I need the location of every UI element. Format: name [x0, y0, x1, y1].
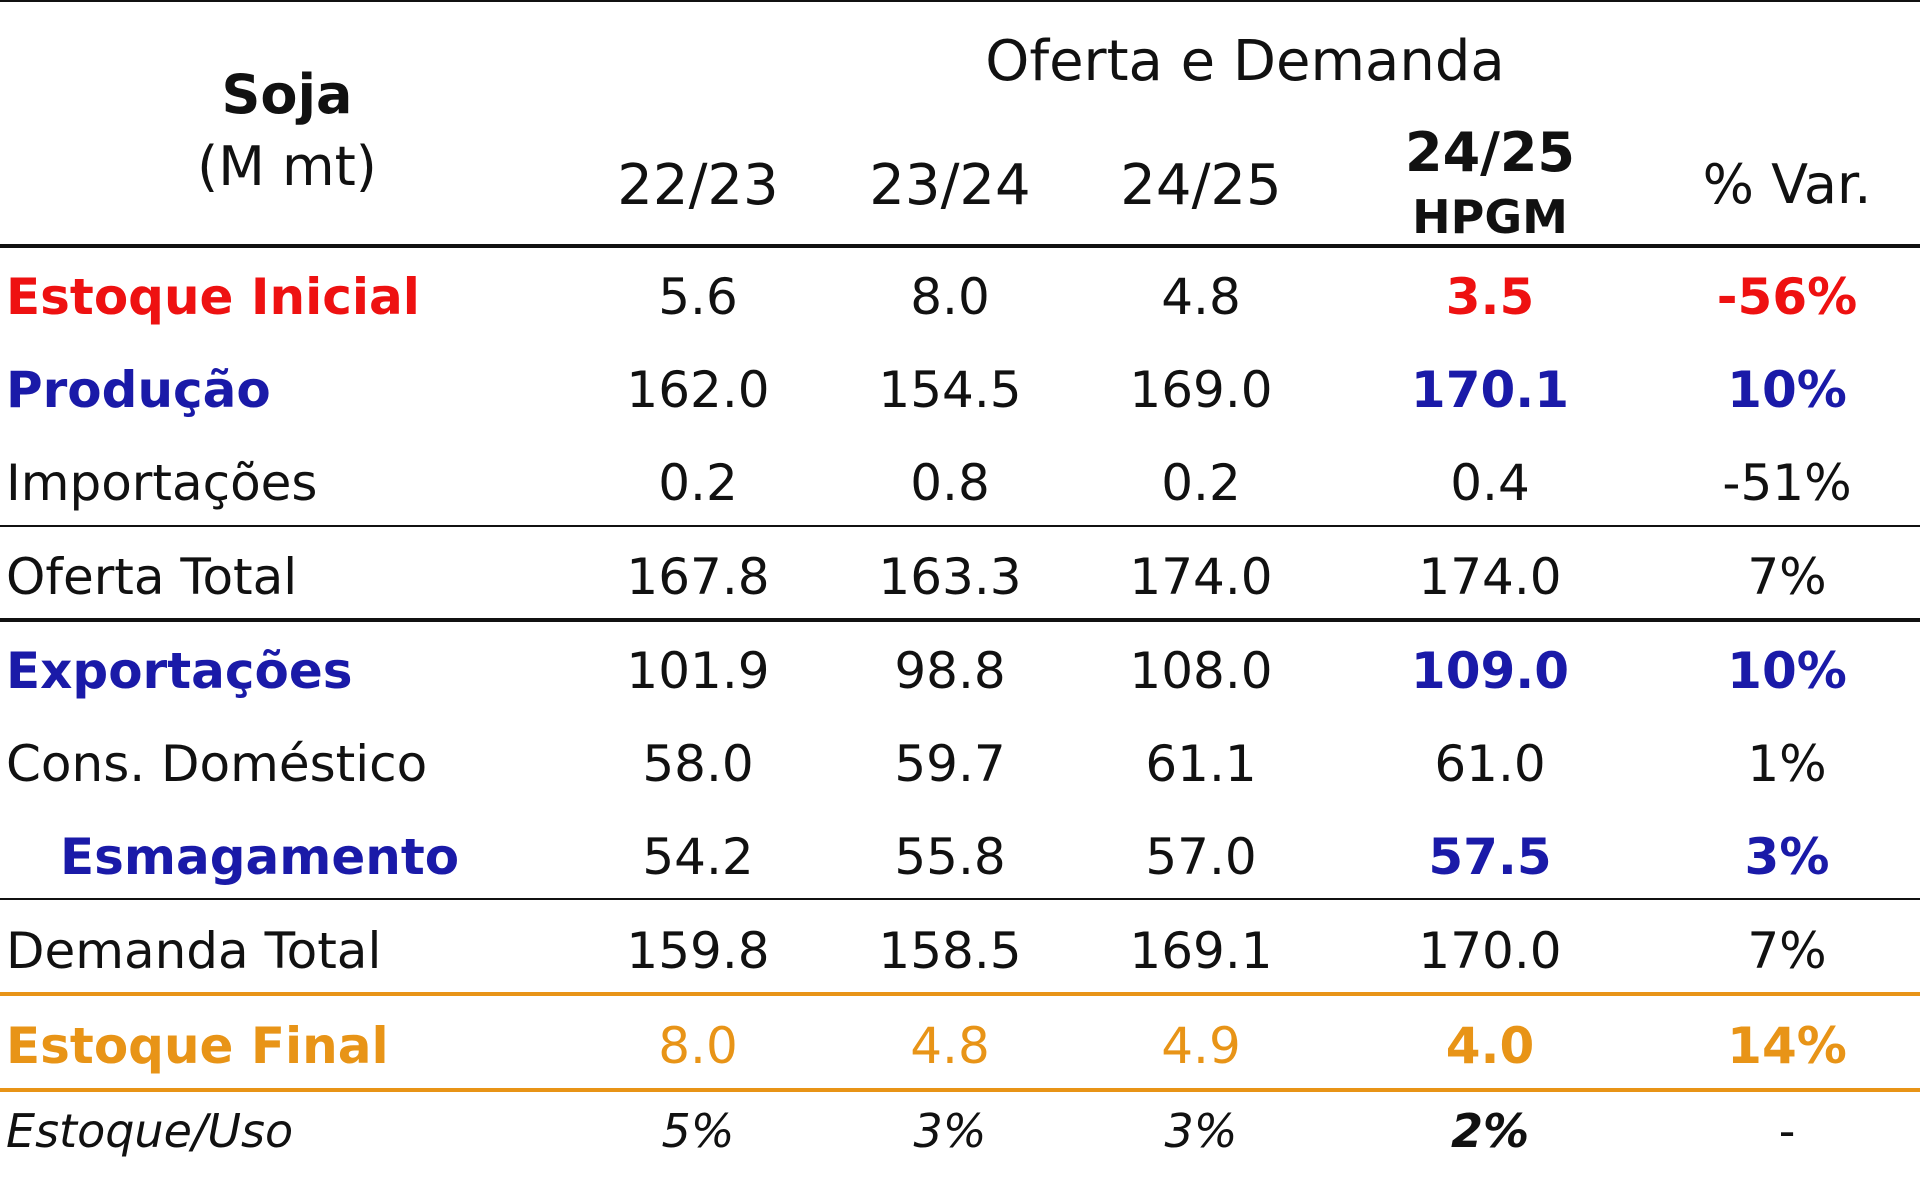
estoque-final-hpgm: 4.0 [1445, 1017, 1535, 1075]
estoque-inicial-22-23: 5.6 [658, 268, 738, 326]
estoque-uso-22-23: 5% [661, 1104, 735, 1158]
cons-domestico-hpgm: 61.0 [1434, 735, 1546, 793]
importacoes-24-25: 0.2 [1161, 454, 1241, 512]
estoque-inicial-var: -56% [1716, 268, 1858, 326]
divider-before-oferta-total [0, 525, 1920, 527]
oferta-total-22-23: 167.8 [626, 548, 770, 606]
row-label-cons-domestico: Cons. Doméstico [6, 735, 428, 793]
estoque-uso-24-25: 3% [1164, 1104, 1238, 1158]
importacoes-hpgm: 0.4 [1450, 454, 1530, 512]
cons-domestico-24-25: 61.1 [1145, 735, 1257, 793]
divider-before-demanda-total [0, 898, 1920, 900]
estoque-inicial-23-24: 8.0 [910, 268, 990, 326]
importacoes-23-24: 0.8 [910, 454, 990, 512]
row-label-estoque-inicial: Estoque Inicial [6, 268, 420, 326]
producao-var: 10% [1727, 361, 1847, 419]
exportacoes-22-23: 101.9 [626, 642, 770, 700]
row-label-producao: Produção [6, 361, 271, 419]
demanda-total-23-24: 158.5 [878, 922, 1022, 980]
estoque-uso-hpgm: 2% [1450, 1104, 1530, 1158]
oferta-total-hpgm: 174.0 [1418, 548, 1562, 606]
producao-24-25: 169.0 [1129, 361, 1273, 419]
divider-before-estoque-final [0, 992, 1920, 996]
exportacoes-23-24: 98.8 [894, 642, 1006, 700]
producao-23-24: 154.5 [878, 361, 1022, 419]
row-label-importacoes: Importações [6, 454, 318, 512]
row-label-estoque-final: Estoque Final [6, 1017, 389, 1075]
exportacoes-hpgm: 109.0 [1410, 642, 1570, 700]
group-header: Oferta e Demanda [985, 29, 1505, 94]
producao-22-23: 162.0 [626, 361, 770, 419]
estoque-final-var: 14% [1727, 1017, 1847, 1075]
oferta-total-var: 7% [1747, 548, 1827, 606]
esmagamento-23-24: 55.8 [894, 828, 1006, 886]
divider-top [0, 0, 1920, 2]
row-label-oferta-total: Oferta Total [6, 548, 298, 606]
table-title: Soja [221, 63, 353, 126]
esmagamento-var: 3% [1744, 828, 1830, 886]
esmagamento-hpgm: 57.5 [1428, 828, 1552, 886]
exportacoes-24-25: 108.0 [1129, 642, 1273, 700]
column-header-23-24: 23/24 [869, 153, 1031, 218]
column-header-22-23: 22/23 [617, 153, 779, 218]
producao-hpgm: 170.1 [1410, 361, 1570, 419]
importacoes-var: -51% [1722, 454, 1852, 512]
column-header-24-25: 24/25 [1120, 153, 1282, 218]
cons-domestico-23-24: 59.7 [894, 735, 1006, 793]
estoque-uso-var: - [1778, 1104, 1796, 1158]
demanda-total-hpgm: 170.0 [1418, 922, 1562, 980]
oferta-total-24-25: 174.0 [1129, 548, 1273, 606]
row-label-esmagamento: Esmagamento [60, 828, 460, 886]
row-label-demanda-total: Demanda Total [6, 922, 382, 980]
column-header-var: % Var. [1702, 153, 1872, 216]
exportacoes-var: 10% [1727, 642, 1847, 700]
estoque-inicial-24-25: 4.8 [1161, 268, 1241, 326]
demanda-total-var: 7% [1747, 922, 1827, 980]
cons-domestico-22-23: 58.0 [642, 735, 754, 793]
estoque-final-23-24: 4.8 [910, 1017, 990, 1075]
divider-after-oferta-total [0, 618, 1920, 622]
esmagamento-22-23: 54.2 [642, 828, 754, 886]
estoque-final-24-25: 4.9 [1161, 1017, 1241, 1075]
column-header-24-25-hpgm: 24/25 [1404, 121, 1576, 184]
row-label-exportacoes: Exportações [6, 642, 353, 700]
estoque-uso-23-24: 3% [913, 1104, 987, 1158]
esmagamento-24-25: 57.0 [1145, 828, 1257, 886]
estoque-final-22-23: 8.0 [658, 1017, 738, 1075]
demanda-total-22-23: 159.8 [626, 922, 770, 980]
divider-after-estoque-final [0, 1088, 1920, 1092]
divider-header [0, 244, 1920, 248]
importacoes-22-23: 0.2 [658, 454, 738, 512]
estoque-inicial-hpgm: 3.5 [1445, 268, 1535, 326]
row-label-estoque-uso: Estoque/Uso [6, 1104, 294, 1158]
table-unit: (M mt) [197, 135, 377, 198]
oferta-total-23-24: 163.3 [878, 548, 1022, 606]
cons-domestico-var: 1% [1747, 735, 1827, 793]
column-header-hpgm-label: HPGM [1412, 190, 1568, 244]
demanda-total-24-25: 169.1 [1129, 922, 1273, 980]
